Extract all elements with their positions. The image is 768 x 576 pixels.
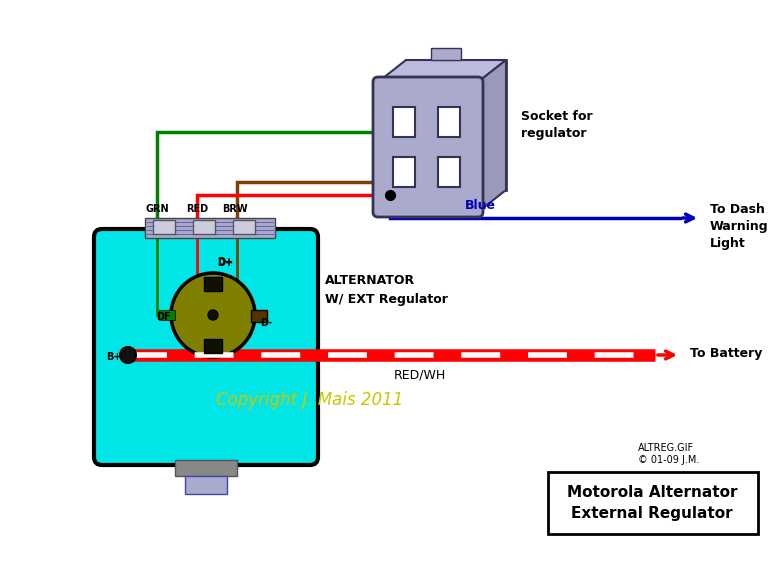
Text: DF: DF: [156, 312, 170, 322]
Text: ALTREG.GIF: ALTREG.GIF: [638, 443, 694, 453]
Text: D+: D+: [217, 257, 233, 267]
Bar: [233, 220, 255, 234]
Bar: [175, 460, 237, 476]
Text: BRW: BRW: [222, 204, 248, 214]
Bar: [438, 107, 460, 137]
Bar: [145, 218, 275, 238]
Bar: [204, 277, 222, 291]
Bar: [438, 157, 460, 187]
FancyBboxPatch shape: [94, 229, 318, 465]
Text: B+: B+: [106, 352, 121, 362]
Bar: [204, 339, 222, 353]
Text: RED/WH: RED/WH: [394, 369, 446, 382]
Text: D+: D+: [217, 258, 233, 268]
Circle shape: [171, 273, 255, 357]
Text: Motorola Alternator
External Regulator: Motorola Alternator External Regulator: [567, 485, 737, 521]
Polygon shape: [406, 60, 506, 190]
Text: GRN: GRN: [145, 204, 169, 214]
Bar: [193, 220, 215, 234]
Bar: [185, 476, 227, 494]
Text: Copyright J. Mais 2011: Copyright J. Mais 2011: [217, 391, 404, 409]
Circle shape: [120, 347, 136, 363]
Polygon shape: [431, 48, 461, 60]
Text: RED: RED: [186, 204, 208, 214]
Polygon shape: [378, 60, 506, 82]
Bar: [393, 107, 415, 137]
Bar: [251, 310, 267, 322]
Bar: [159, 310, 175, 320]
Bar: [393, 157, 415, 187]
Text: To Dash
Warning
Light: To Dash Warning Light: [710, 203, 768, 250]
Text: To Battery: To Battery: [690, 347, 763, 359]
Polygon shape: [478, 60, 506, 212]
Text: ALTERNATOR
W/ EXT Regulator: ALTERNATOR W/ EXT Regulator: [325, 275, 448, 305]
Bar: [548, 472, 758, 534]
Text: Blue: Blue: [465, 199, 495, 212]
Text: Socket for
regulator: Socket for regulator: [521, 109, 593, 141]
Bar: [153, 220, 175, 234]
FancyBboxPatch shape: [373, 77, 483, 217]
Circle shape: [208, 310, 218, 320]
Text: © 01-09 J.M.: © 01-09 J.M.: [638, 455, 700, 465]
Text: D-: D-: [260, 318, 272, 328]
